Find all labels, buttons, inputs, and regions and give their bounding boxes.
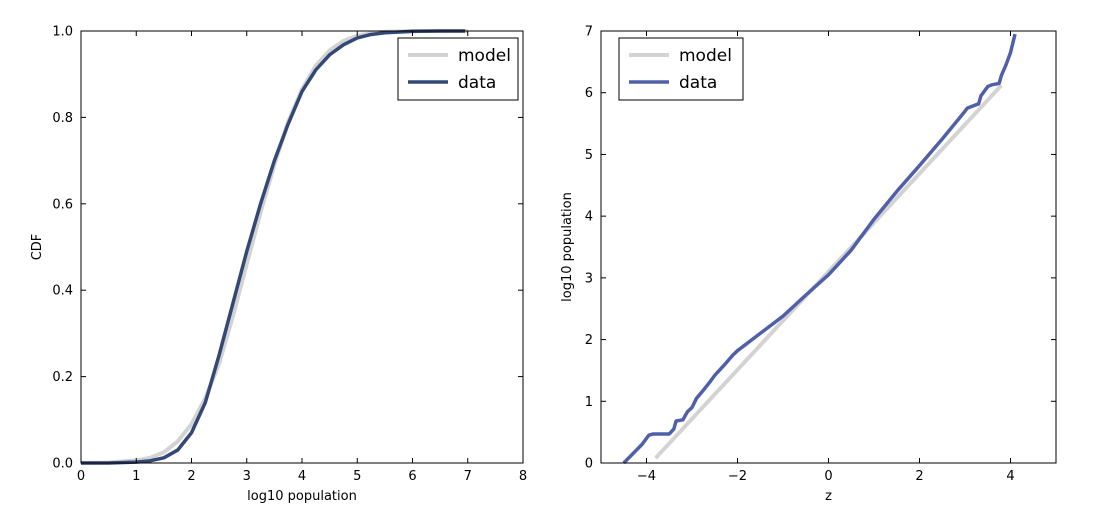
cdf-chart: 0 1 2 3 4 5 6 7 8 0.0 0.2 0.4 0.6 0.8 1.0 log10 populat… <box>30 25 527 505</box>
x-tick-label: 2 <box>915 469 923 484</box>
x-axis-label: z <box>825 489 832 504</box>
y-tick-label: 0.8 <box>52 111 73 126</box>
y-tick-label: 1 <box>585 395 593 410</box>
legend-label-model: model <box>458 46 511 66</box>
normal-probability-chart: −4 −2 0 2 4 0 1 2 3 4 5 6 7 z log10 population model dat… <box>560 25 1057 504</box>
y-tick-label: 0.6 <box>52 197 73 212</box>
legend-label-data: data <box>679 73 717 93</box>
y-tick-label: 0.0 <box>52 457 73 472</box>
x-tick-label: 4 <box>298 469 306 484</box>
x-tick-label: 3 <box>243 469 251 484</box>
x-tick-label: 0 <box>824 469 832 484</box>
y-tick-label: 3 <box>585 271 593 286</box>
series-line-data <box>81 29 465 465</box>
x-tick-label: −2 <box>728 469 747 484</box>
x-tick-label: 0 <box>77 469 85 484</box>
x-tick-label: −4 <box>637 469 656 484</box>
y-tick-label: 4 <box>585 210 593 225</box>
y-tick-label: 0 <box>585 457 593 472</box>
x-tick-label: 4 <box>1006 469 1014 484</box>
y-tick-label: 0.4 <box>52 284 73 299</box>
x-tick-label: 8 <box>519 469 527 484</box>
y-tick-label: 2 <box>585 333 593 348</box>
legend-label-model: model <box>679 46 732 66</box>
y-tick-label: 7 <box>585 25 593 40</box>
x-tick-label: 1 <box>132 469 140 484</box>
x-tick-label: 7 <box>464 469 472 484</box>
legend: model data <box>618 37 744 101</box>
y-tick-label: 6 <box>585 86 593 101</box>
y-tick-label: 5 <box>585 148 593 163</box>
legend-frame <box>618 37 744 101</box>
series-line-data <box>622 33 1017 465</box>
y-axis-label: CDF <box>30 234 45 261</box>
y-axis-label: log10 population <box>560 192 575 302</box>
x-tick-label: 2 <box>187 469 195 484</box>
x-tick-label: 6 <box>408 469 416 484</box>
legend: model data <box>397 37 519 101</box>
y-tick-label: 0.2 <box>52 370 73 385</box>
legend-frame <box>397 37 519 101</box>
legend-label-data: data <box>458 73 496 93</box>
series-line-model <box>654 83 1003 460</box>
x-tick-label: 5 <box>353 469 361 484</box>
y-tick-label: 1.0 <box>52 25 73 40</box>
x-axis-label: log10 population <box>247 489 357 504</box>
